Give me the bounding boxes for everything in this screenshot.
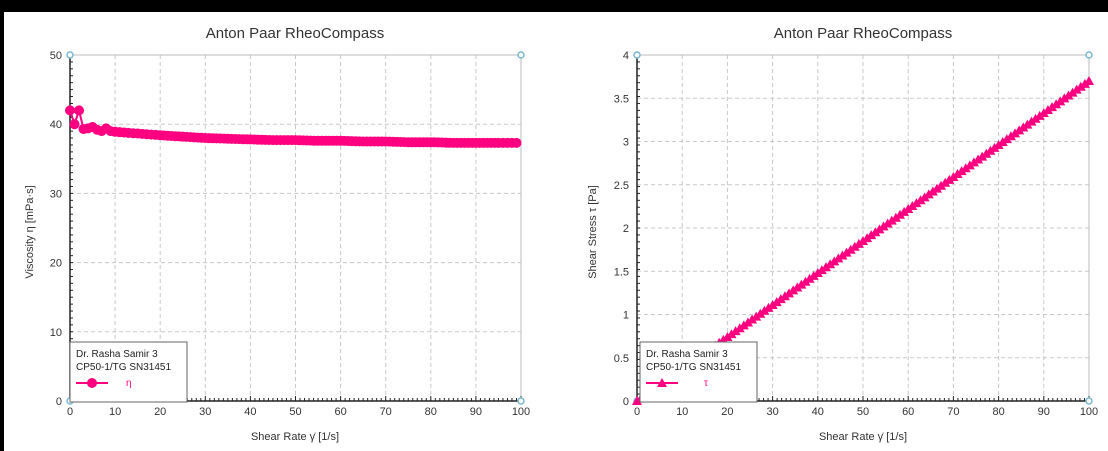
legend-owner: Dr. Rasha Samir 3: [646, 349, 728, 360]
resize-handle[interactable]: [66, 51, 74, 59]
y-tick-label: 1: [623, 310, 629, 322]
resize-handle[interactable]: [1085, 397, 1093, 405]
legend-device: CP50-1/TG SN31451: [76, 362, 171, 373]
x-axis-label: Shear Rate γ̇ [1/s]: [251, 431, 339, 443]
y-tick-label: 0: [56, 396, 62, 408]
x-axis-label: Shear Rate γ̇ [1/s]: [819, 431, 907, 443]
resize-handle[interactable]: [633, 51, 641, 59]
legend: Dr. Rasha Samir 3 CP50-1/TG SN31451 τ: [639, 341, 758, 403]
legend-circle-marker: [87, 378, 97, 388]
data-points: [65, 105, 522, 148]
x-tick-label: 0: [67, 406, 73, 418]
x-tick-label: 50: [289, 406, 301, 418]
resize-handle[interactable]: [517, 397, 525, 405]
y-tick-label: 40: [50, 119, 62, 131]
legend-series-name: τ: [704, 378, 708, 389]
data-point: [511, 137, 522, 148]
y-tick-label: 30: [50, 188, 62, 200]
y-tick-label: 2.5: [614, 180, 629, 192]
y-tick-label: 3.5: [614, 93, 629, 105]
x-tick-label: 70: [380, 406, 392, 418]
x-tick-label: 10: [109, 406, 121, 418]
y-tick-label: 3: [623, 137, 629, 149]
chart-title: Anton Paar RheoCompass: [206, 25, 384, 42]
x-tick-label: 20: [721, 406, 733, 418]
x-tick-label: 0: [634, 406, 640, 418]
legend-series-name: η: [126, 378, 132, 389]
y-tick-label: 20: [50, 258, 62, 270]
data-point: [65, 105, 75, 116]
resize-handle[interactable]: [1085, 51, 1093, 59]
y-tick-label: 4: [623, 50, 629, 62]
y-tick-label: 2: [623, 223, 629, 235]
x-tick-label: 40: [812, 406, 824, 418]
x-tick-label: 40: [244, 406, 256, 418]
x-tick-label: 10: [676, 406, 688, 418]
legend-owner: Dr. Rasha Samir 3: [76, 349, 158, 360]
x-tick-label: 90: [470, 406, 482, 418]
data-point: [74, 105, 85, 116]
y-tick-label: 10: [50, 327, 62, 339]
y-tick-label: 0.5: [614, 353, 629, 365]
y-axis-label: Viscosity η [mPa·s]: [24, 185, 36, 278]
x-tick-label: 80: [992, 406, 1004, 418]
shear-stress-chart: Anton Paar RheoCompass Shear Rate γ̇ [1/…: [587, 25, 1098, 443]
x-tick-label: 100: [512, 406, 530, 418]
y-tick-label: 0: [623, 396, 629, 408]
x-tick-label: 30: [766, 406, 778, 418]
chart-window: Anton Paar RheoCompass Shear Rate γ̇ [1/…: [4, 12, 1108, 451]
y-axis-label: Shear Stress τ [Pa]: [587, 185, 599, 279]
viscosity-chart: Anton Paar RheoCompass Shear Rate γ̇ [1/…: [24, 25, 530, 443]
x-tick-label: 60: [334, 406, 346, 418]
legend-triangle-marker: [657, 378, 667, 387]
x-tick-label: 70: [947, 406, 959, 418]
x-tick-label: 60: [902, 406, 914, 418]
data-point: [1084, 75, 1094, 85]
legend-device: CP50-1/TG SN31451: [646, 362, 741, 373]
legend: Dr. Rasha Samir 3 CP50-1/TG SN31451 η: [69, 341, 188, 403]
x-tick-label: 100: [1080, 406, 1098, 418]
x-tick-label: 50: [857, 406, 869, 418]
x-tick-label: 80: [425, 406, 437, 418]
y-tick-label: 50: [50, 50, 62, 62]
charts-canvas: Anton Paar RheoCompass Shear Rate γ̇ [1/…: [24, 25, 1098, 443]
legend-box: [639, 341, 758, 403]
x-tick-label: 30: [199, 406, 211, 418]
resize-handle[interactable]: [517, 51, 525, 59]
y-tick-label: 1.5: [614, 266, 629, 278]
x-tick-label: 90: [1038, 406, 1050, 418]
x-tick-label: 20: [154, 406, 166, 418]
chart-title: Anton Paar RheoCompass: [774, 25, 952, 42]
legend-box: [69, 341, 188, 403]
data-point: [69, 119, 80, 130]
